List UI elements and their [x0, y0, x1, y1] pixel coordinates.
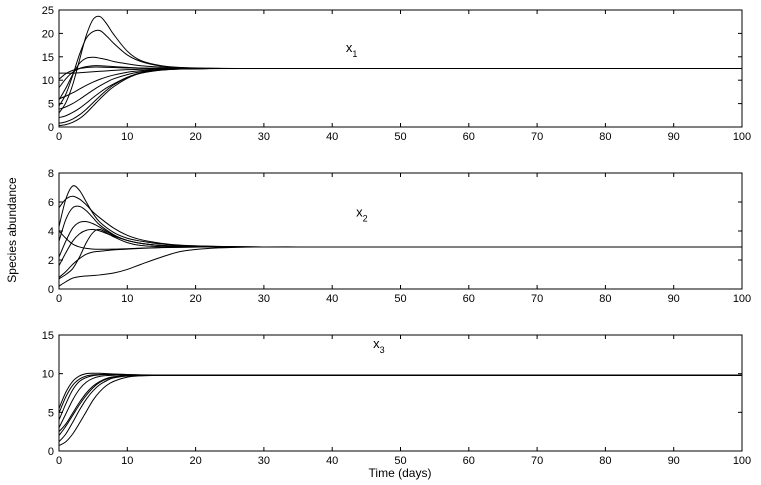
x-tick-label: 30 — [258, 293, 270, 305]
series-line-7 — [58, 228, 742, 280]
x-tick-label: 50 — [394, 131, 406, 143]
series-line-3 — [58, 205, 742, 248]
x-tick-label: 40 — [326, 293, 338, 305]
x-tick-label: 80 — [599, 293, 611, 305]
x-tick-label: 20 — [189, 131, 201, 143]
x-tick-label: 70 — [531, 455, 543, 467]
y-tick-label: 15 — [42, 330, 54, 342]
series-line-8 — [58, 246, 742, 278]
annotation-subscript: 1 — [352, 49, 357, 59]
series-line-4 — [58, 374, 742, 429]
y-axis-title: Species abundance — [5, 177, 19, 283]
x-tick-label: 90 — [668, 131, 680, 143]
x-tick-label: 0 — [56, 455, 62, 467]
plot-frame — [58, 334, 743, 452]
series-line-2 — [58, 195, 742, 248]
x-tick-label: 10 — [121, 293, 133, 305]
x-axis-title: Time (days) — [369, 466, 432, 480]
panel-3: 0 10 20 30 40 50 60 70 80 90 100 0 5 10 15 x3 — [42, 330, 751, 467]
y-tick-label: 8 — [48, 168, 54, 180]
x-tick-label: 70 — [531, 293, 543, 305]
x-tick-label: 0 — [56, 131, 62, 143]
x-tick-label: 80 — [599, 455, 611, 467]
y-tick-label: 6 — [48, 197, 54, 209]
y-tick-label: 10 — [42, 369, 54, 381]
x-tick-label: 90 — [668, 293, 680, 305]
y-tick-label: 5 — [48, 99, 54, 111]
series-line-4 — [58, 220, 742, 258]
y-tick-label: 4 — [48, 226, 54, 238]
y-tick-label: 20 — [42, 28, 54, 40]
y-tick-label: 2 — [48, 255, 54, 267]
x-tick-label: 90 — [668, 455, 680, 467]
series-line-1 — [58, 185, 742, 248]
x-tick-label: 60 — [463, 455, 475, 467]
x-tick-label: 70 — [531, 131, 543, 143]
y-tick-label: 0 — [48, 284, 54, 296]
x-tick-label: 40 — [326, 131, 338, 143]
panel-1: 0 10 20 30 40 50 60 70 80 90 100 0 5 10 15 20 25 x1 — [42, 5, 751, 143]
x-tick-label: 30 — [258, 455, 270, 467]
series-line-10 — [58, 67, 742, 124]
series-annotation: x2 — [356, 205, 368, 224]
x-tick-label: 100 — [733, 293, 751, 305]
x-tick-label: 20 — [189, 293, 201, 305]
x-tick-label: 30 — [258, 131, 270, 143]
series-line-1 — [58, 15, 742, 114]
y-tick-label: 15 — [42, 52, 54, 64]
series-line-11 — [58, 67, 742, 127]
x-tick-label: 80 — [599, 131, 611, 143]
annotation-base: x — [346, 40, 353, 55]
annotation-subscript: 3 — [380, 345, 385, 355]
series-annotation: x3 — [373, 336, 385, 355]
series-annotation: x1 — [346, 40, 358, 59]
x-tick-label: 50 — [394, 455, 406, 467]
x-tick-label: 20 — [189, 455, 201, 467]
series-line-8 — [58, 374, 742, 447]
x-tick-label: 40 — [326, 455, 338, 467]
series-line-9 — [58, 67, 742, 119]
y-tick-label: 5 — [48, 407, 54, 419]
y-tick-label: 0 — [48, 446, 54, 458]
annotation-base: x — [356, 205, 363, 220]
series-line-6 — [58, 374, 742, 436]
x-tick-label: 100 — [733, 455, 751, 467]
series-line-8 — [58, 67, 742, 110]
series-line-5 — [58, 374, 742, 433]
plot-frame — [58, 172, 743, 290]
x-tick-label: 60 — [463, 131, 475, 143]
series-line-7 — [58, 374, 742, 443]
x-tick-label: 60 — [463, 293, 475, 305]
x-tick-label: 100 — [733, 131, 751, 143]
x-tick-label: 0 — [56, 293, 62, 305]
annotation-base: x — [373, 336, 380, 351]
series-line-7 — [58, 67, 742, 100]
y-tick-label: 0 — [48, 122, 54, 134]
series-line-1 — [58, 372, 742, 409]
y-tick-label: 25 — [42, 5, 54, 17]
series-line-3 — [58, 374, 742, 421]
x-tick-label: 50 — [394, 293, 406, 305]
series-line-3 — [58, 56, 742, 101]
x-tick-label: 10 — [121, 455, 133, 467]
y-tick-label: 10 — [42, 75, 54, 87]
series-line-9 — [58, 246, 742, 287]
x-tick-label: 10 — [121, 131, 133, 143]
series-line-2 — [58, 373, 742, 414]
annotation-subscript: 2 — [363, 214, 368, 224]
